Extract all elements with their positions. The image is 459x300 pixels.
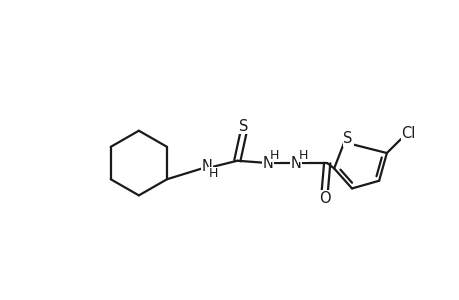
Text: H: H [269, 149, 279, 162]
Text: N: N [262, 155, 273, 170]
Text: H: H [298, 149, 307, 162]
Text: N: N [290, 155, 301, 170]
Text: S: S [343, 131, 352, 146]
Text: N: N [201, 159, 212, 174]
Text: H: H [208, 167, 218, 180]
Text: Cl: Cl [401, 125, 415, 140]
Text: O: O [319, 191, 330, 206]
Text: S: S [238, 118, 248, 134]
